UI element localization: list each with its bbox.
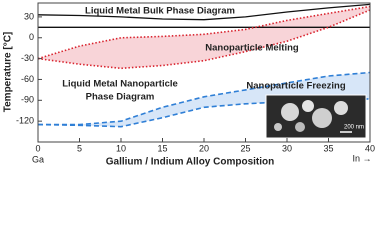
chart: Liquid Metal Bulk Phase Diagram Nanopart… — [3, 2, 375, 168]
y-tick-label: -120 — [16, 116, 34, 126]
y-axis-label: Temperature [°C] — [3, 32, 14, 113]
x-tick-label: 10 — [116, 143, 126, 153]
lines — [37, 3, 371, 128]
axis-note: Ga — [32, 154, 44, 164]
annotation: Phase Diagram — [86, 92, 155, 103]
annotation: Nanoparticle Melting — [205, 43, 299, 54]
y-tick-label: 30 — [24, 11, 34, 21]
axis-note: In → — [352, 153, 371, 163]
series-line — [37, 5, 371, 60]
region — [38, 6, 370, 69]
series-line — [37, 98, 371, 128]
y-tick-label: -60 — [21, 74, 34, 84]
x-tick-label: 5 — [77, 143, 82, 153]
y-tick-label: 0 — [29, 32, 34, 42]
x-axis-label: Gallium / Indium Alloy Composition — [106, 157, 275, 168]
fills — [38, 6, 370, 127]
x-tick-label: 30 — [282, 143, 292, 153]
region — [38, 72, 370, 127]
x-tick-label: 15 — [157, 143, 167, 153]
inset-micrograph: 200 nm — [265, 94, 367, 139]
y-tick-label: -90 — [21, 95, 34, 105]
annotation: Liquid Metal Nanoparticle — [62, 79, 178, 90]
annotation: Liquid Metal Bulk Phase Diagram — [85, 6, 235, 17]
series-line — [37, 3, 371, 21]
series-line — [37, 9, 371, 70]
x-tick-label: 40 — [365, 143, 375, 153]
page: Liquid Metal Bulk Phase Diagram Nanopart… — [2, 2, 376, 168]
scale-bar-label: 200 nm — [344, 125, 364, 131]
x-tick-label: 25 — [240, 143, 250, 153]
series-line — [38, 71, 371, 126]
y-tick-label: -30 — [21, 53, 34, 63]
x-tick-label: 35 — [323, 143, 333, 153]
x-tick-label: 20 — [199, 143, 209, 153]
x-tick-label: 0 — [35, 143, 40, 153]
annotation: Nanoparticle Freezing — [246, 81, 345, 92]
